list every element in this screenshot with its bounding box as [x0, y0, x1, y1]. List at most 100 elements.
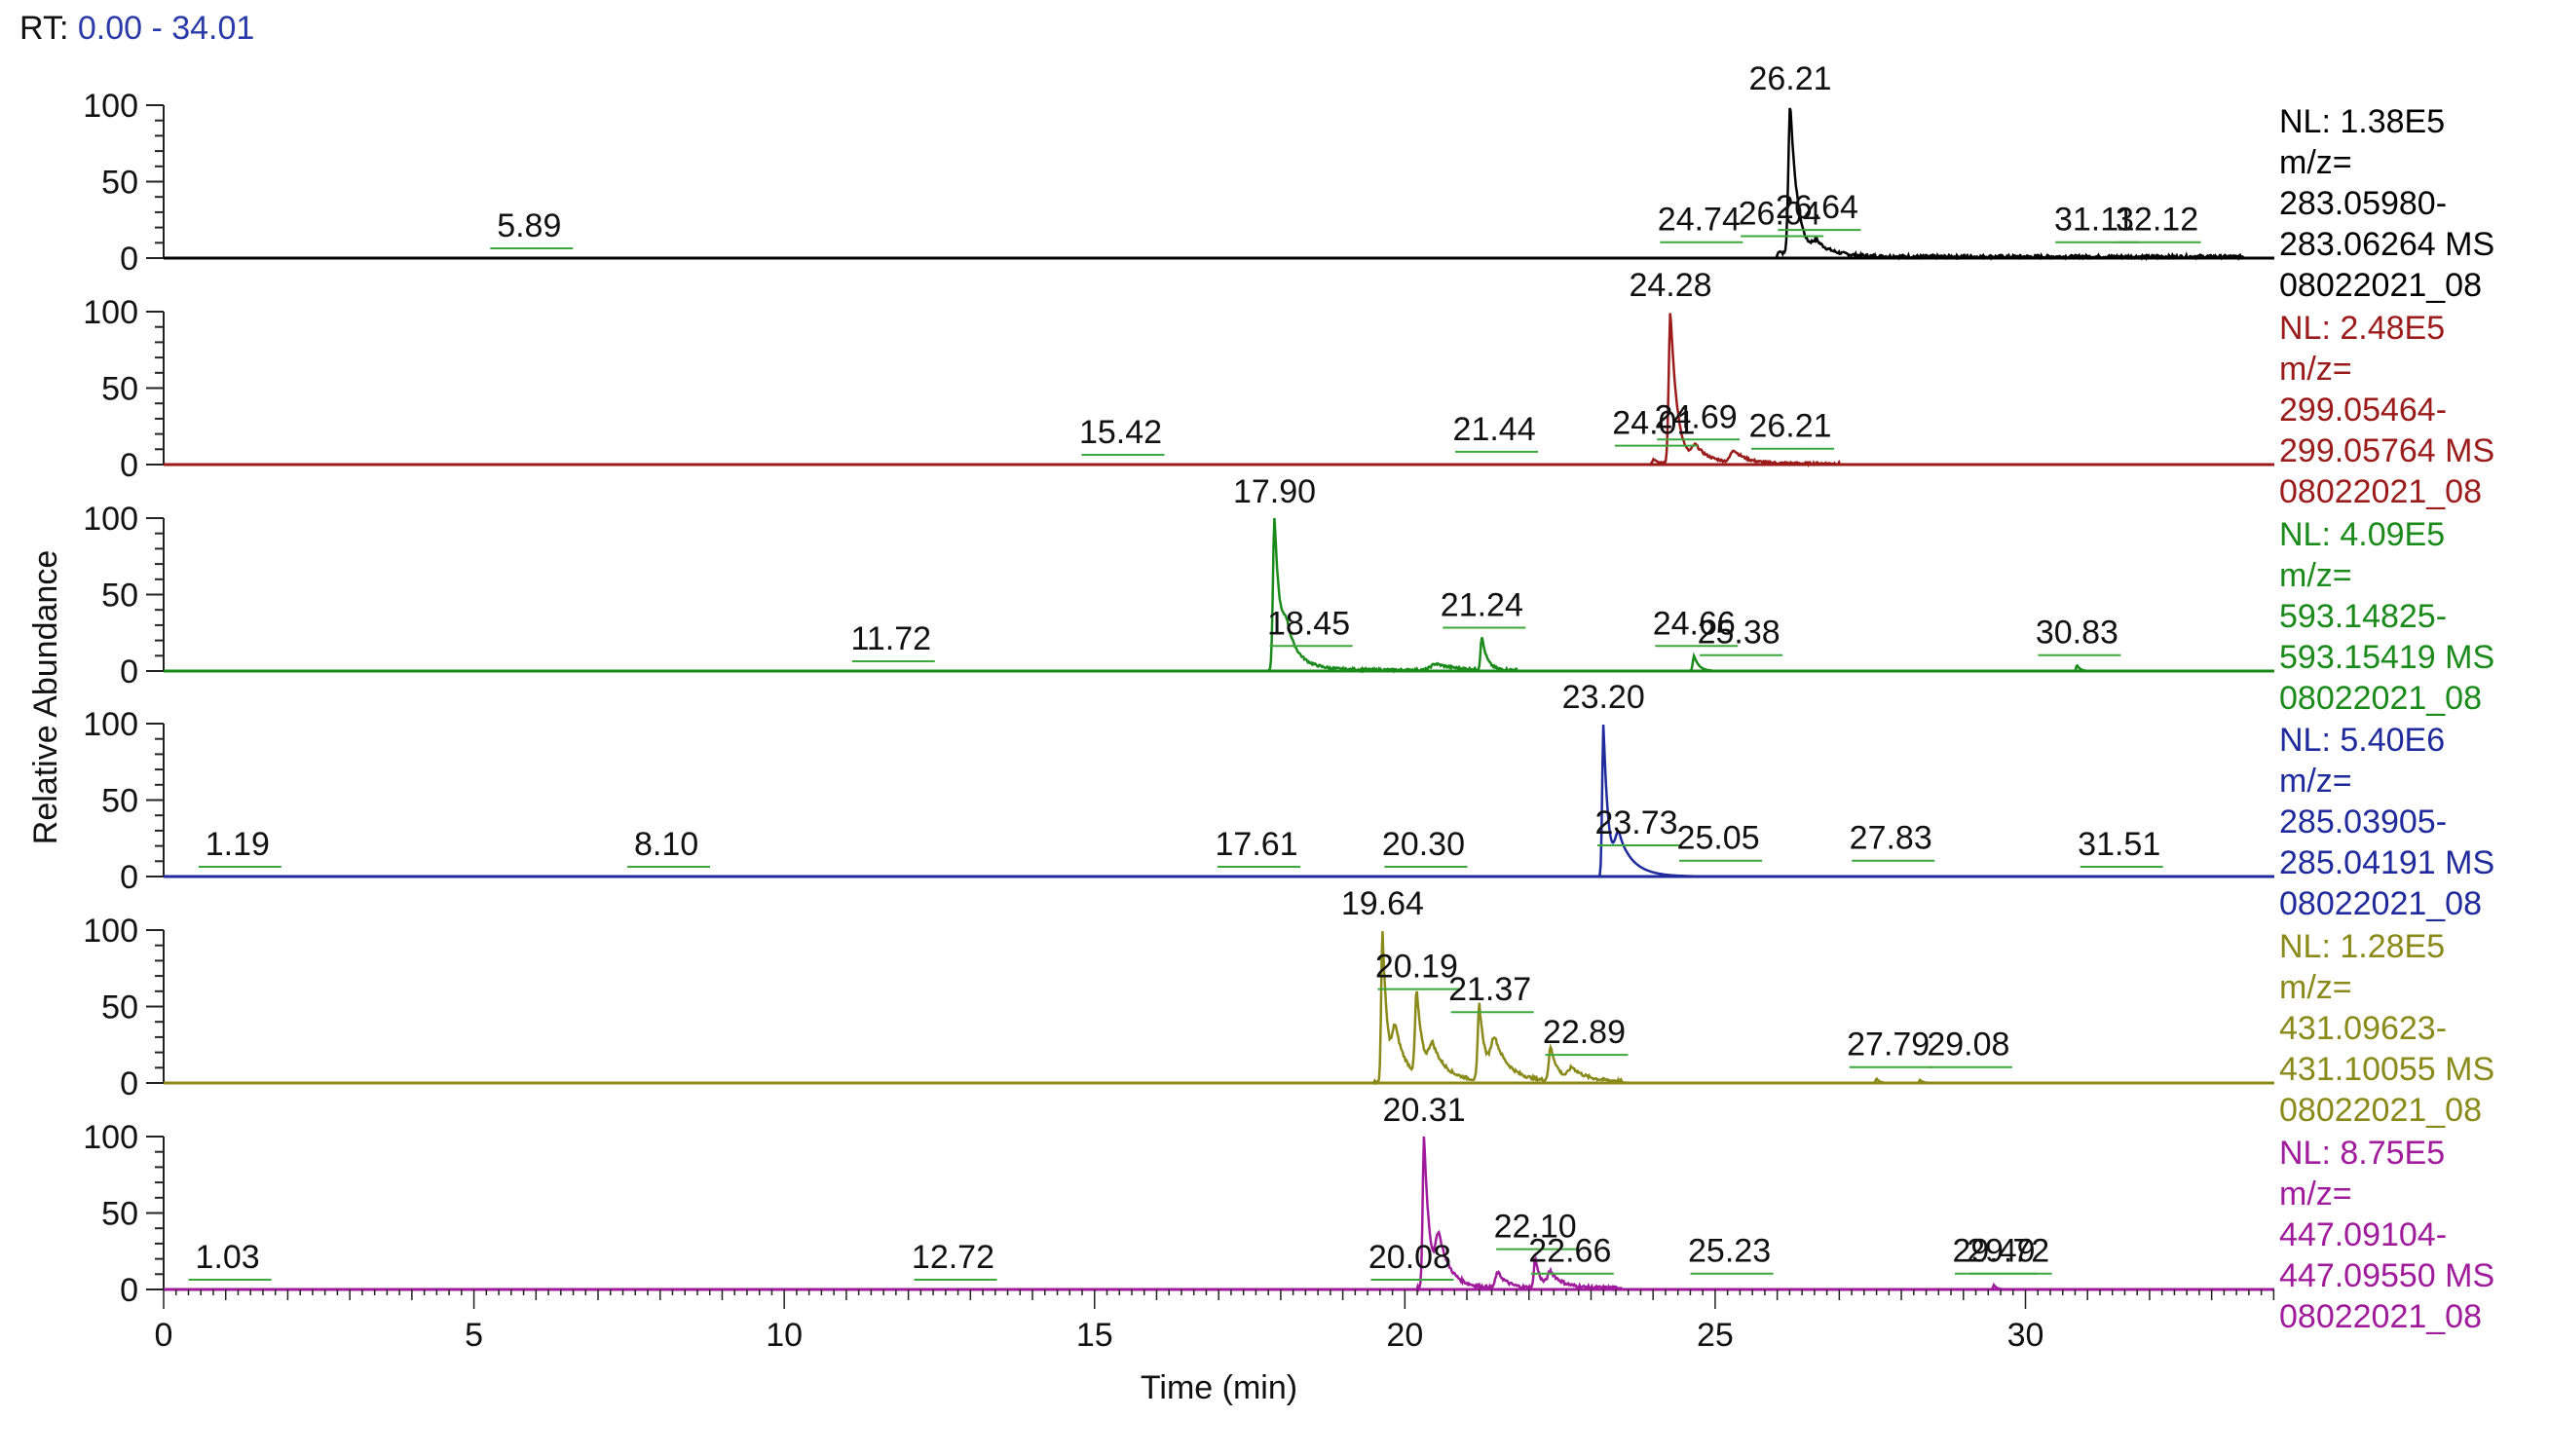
trace-info-line: 283.05980- [2279, 185, 2447, 222]
trace-info-line: 285.04191 MS [2279, 844, 2494, 881]
peak-label: 15.42 [1079, 414, 1162, 451]
peak-label: 5.89 [497, 207, 561, 244]
x-tick-label: 10 [766, 1317, 803, 1354]
trace-info-line: NL: 2.48E5 [2279, 310, 2445, 347]
peak-label: 24.01 [1612, 405, 1695, 442]
peak-label: 8.10 [634, 826, 698, 863]
trace-info-line: m/z= [2279, 351, 2352, 388]
trace-info-line: m/z= [2279, 557, 2352, 594]
y-tick-label: 100 [83, 1119, 138, 1156]
trace-line-2 [164, 313, 2274, 467]
y-tick-label: 100 [83, 88, 138, 125]
rt-label-prefix: RT: [19, 10, 69, 47]
rt-range-value: 0.00 - 34.01 [77, 10, 255, 47]
peak-label: 20.19 [1375, 949, 1458, 986]
trace-info-line: NL: 4.09E5 [2279, 516, 2445, 553]
peak-label: 27.79 [1847, 1027, 1930, 1064]
peak-label: 23.73 [1594, 804, 1677, 841]
peak-label: 22.89 [1543, 1014, 1626, 1051]
x-tick-label: 15 [1076, 1317, 1113, 1354]
peak-label: 20.31 [1383, 1092, 1466, 1129]
peak-label: 25.23 [1688, 1233, 1771, 1270]
peak-label: 21.37 [1448, 971, 1531, 1008]
peak-label: 20.30 [1382, 826, 1465, 863]
peak-label: 26.21 [1748, 60, 1831, 97]
peak-label: 18.45 [1267, 605, 1350, 642]
peak-label: 24.69 [1655, 398, 1738, 435]
peak-label: 26.64 [1776, 189, 1858, 226]
trace-info-line: 08022021_08 [2279, 267, 2482, 304]
peak-label: 27.83 [1850, 820, 1932, 857]
peak-label: 24.28 [1629, 267, 1711, 304]
trace-info-line: NL: 8.75E5 [2279, 1135, 2445, 1172]
peak-label: 24.66 [1653, 605, 1736, 642]
peak-label: 31.11 [2054, 202, 2135, 239]
peak-label: 23.20 [1562, 679, 1645, 716]
trace-info-line: 447.09104- [2279, 1216, 2447, 1253]
x-tick-label: 25 [1697, 1317, 1734, 1354]
trace-info-line: 431.09623- [2279, 1010, 2447, 1047]
rt-range-label: RT: 0.00 - 34.01 [19, 10, 254, 48]
trace-info-line: 431.10055 MS [2279, 1051, 2494, 1088]
trace-line-1 [164, 107, 2274, 262]
peak-label: 29.08 [1927, 1027, 2009, 1064]
trace-info-line: m/z= [2279, 144, 2352, 181]
peak-label: 19.64 [1341, 885, 1424, 922]
y-tick-label: 0 [120, 1065, 138, 1102]
y-tick-label: 0 [120, 859, 138, 896]
trace-info-line: NL: 5.40E6 [2279, 722, 2445, 759]
trace-info-line: 08022021_08 [2279, 473, 2482, 510]
y-tick-label: 50 [101, 1196, 138, 1233]
x-tick-label: 5 [465, 1317, 483, 1354]
y-tick-label: 0 [120, 1272, 138, 1309]
y-axis-title: Relative Abundance [27, 550, 64, 844]
peak-label: 29.49 [1952, 1233, 2035, 1270]
peak-label: 29.72 [1967, 1233, 2049, 1270]
trace-info-line: 299.05764 MS [2279, 432, 2494, 469]
trace-info-line: 593.14825- [2279, 598, 2447, 635]
peak-label: 12.72 [912, 1239, 994, 1276]
peak-label: 22.10 [1494, 1209, 1577, 1246]
trace-info-line: 08022021_08 [2279, 1298, 2482, 1335]
peak-label: 25.38 [1698, 615, 1781, 652]
x-axis-title: Time (min) [1141, 1369, 1297, 1406]
y-tick-label: 50 [101, 371, 138, 408]
peak-label: 25.05 [1677, 820, 1760, 857]
y-tick-label: 50 [101, 578, 138, 615]
y-tick-label: 100 [83, 913, 138, 950]
peak-label: 26.21 [1748, 408, 1831, 445]
trace-info-line: 447.09550 MS [2279, 1257, 2494, 1294]
trace-info-line: 299.05464- [2279, 392, 2447, 429]
peak-label: 26.04 [1739, 195, 1821, 232]
trace-info-line: 593.15419 MS [2279, 639, 2494, 676]
trace-info-line: 283.06264 MS [2279, 226, 2494, 263]
y-tick-label: 0 [120, 653, 138, 691]
trace-info-line: 285.03905- [2279, 803, 2447, 840]
trace-info-line: m/z= [2279, 1176, 2352, 1213]
peak-label: 21.44 [1453, 411, 1536, 448]
peak-label: 1.03 [196, 1239, 260, 1276]
x-tick-label: 20 [1386, 1317, 1423, 1354]
x-tick-label: 30 [2007, 1317, 2044, 1354]
trace-info-line: NL: 1.38E5 [2279, 103, 2445, 140]
trace-info-line: NL: 1.28E5 [2279, 928, 2445, 965]
peak-label: 32.12 [2116, 202, 2198, 239]
y-tick-label: 100 [83, 501, 138, 538]
x-tick-label: 0 [155, 1317, 173, 1354]
trace-info-line: 08022021_08 [2279, 885, 2482, 922]
trace-info-line: m/z= [2279, 763, 2352, 800]
y-tick-label: 50 [101, 783, 138, 820]
y-tick-label: 100 [83, 706, 138, 743]
trace-line-3 [164, 517, 2274, 674]
peak-label: 21.24 [1441, 586, 1523, 623]
y-tick-label: 0 [120, 241, 138, 278]
y-tick-label: 0 [120, 447, 138, 484]
y-tick-label: 50 [101, 989, 138, 1027]
y-tick-label: 100 [83, 294, 138, 331]
peak-label: 17.90 [1233, 473, 1316, 510]
peak-label: 22.66 [1528, 1233, 1611, 1270]
peak-label: 1.19 [206, 826, 270, 863]
peak-label: 17.61 [1216, 826, 1298, 863]
peak-label: 30.83 [2036, 615, 2118, 652]
